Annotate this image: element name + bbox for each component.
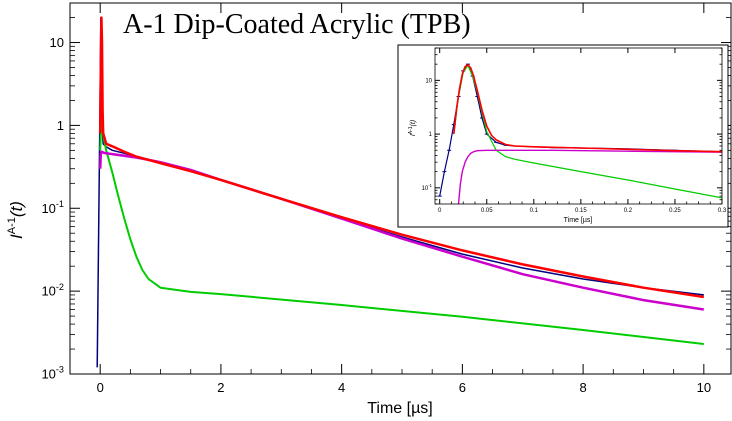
inset-x-tick-label: 0.05 xyxy=(481,208,493,214)
main-x-tick-label: 6 xyxy=(459,380,466,395)
main-series-fit-line xyxy=(98,16,704,299)
main-x-tick-label: 8 xyxy=(579,380,586,395)
main-x-tick-label: 2 xyxy=(217,380,224,395)
main-series-fast-line xyxy=(99,117,704,345)
main-y-tick-label: 10-2 xyxy=(41,282,64,299)
main-y-tick-label: 10-1 xyxy=(41,199,64,216)
main-x-axis: 0 2 4 6 8 10 xyxy=(97,3,711,395)
inset-y-label-main: I xyxy=(410,134,417,136)
inset-y-tick-label: 10 xyxy=(425,78,432,84)
main-chart-title: A-1 Dip-Coated Acrylic (TPB) xyxy=(123,9,471,40)
inset-panel xyxy=(397,44,729,228)
main-plot-frame xyxy=(69,2,732,375)
main-y-label-sup: A-1 xyxy=(6,217,18,234)
main-x-tick-label: 10 xyxy=(697,380,711,395)
inset-chart: 0 0.05 0.1 0.15 0.2 0.25 0.3 10-1 1 10 Time [µs]… xyxy=(397,44,729,228)
main-x-tick-label: 4 xyxy=(338,380,345,395)
inset-x-tick-label: 0.1 xyxy=(530,208,539,214)
main-y-tick-label: 10 xyxy=(50,35,64,50)
inset-series-fast-line xyxy=(453,64,722,199)
inset-y-tick-label: 10-1 xyxy=(422,183,433,192)
inset-x-axis: 0 0.05 0.1 0.15 0.2 0.25 0.3 xyxy=(438,48,727,214)
main-x-axis-label: Time [µs] xyxy=(367,400,433,417)
inset-x-tick-label: 0.2 xyxy=(624,208,633,214)
inset-series-fit-line xyxy=(453,64,722,153)
inset-plot-frame xyxy=(434,47,723,205)
inset-x-tick-label: 0.25 xyxy=(669,208,681,214)
main-y-axis-label: IA-1(t) xyxy=(6,201,26,239)
inset-y-label-arg: (t) xyxy=(410,120,417,127)
inset-y-label-sup: A-1 xyxy=(408,126,414,134)
inset-x-tick-label: 0.3 xyxy=(718,208,727,214)
main-y-label-main: I xyxy=(7,234,26,239)
inset-series-group xyxy=(437,63,722,204)
main-y-tick-label: 1 xyxy=(57,118,64,133)
main-series-group xyxy=(96,16,704,368)
inset-series-slow-line xyxy=(457,149,722,204)
inset-x-tick-label: 0 xyxy=(438,208,442,214)
main-x-tick-label: 0 xyxy=(97,380,104,395)
inset-y-tick-label: 1 xyxy=(429,132,433,138)
inset-y-axis: 10-1 1 10 xyxy=(422,47,722,205)
inset-x-axis-label: Time [µs] xyxy=(564,217,593,224)
inset-x-tick-label: 0.15 xyxy=(575,208,587,214)
main-y-label-arg: (t) xyxy=(7,201,26,217)
inset-y-axis-label: IA-1(t) xyxy=(408,120,417,136)
main-y-tick-label: 10-3 xyxy=(41,365,64,382)
